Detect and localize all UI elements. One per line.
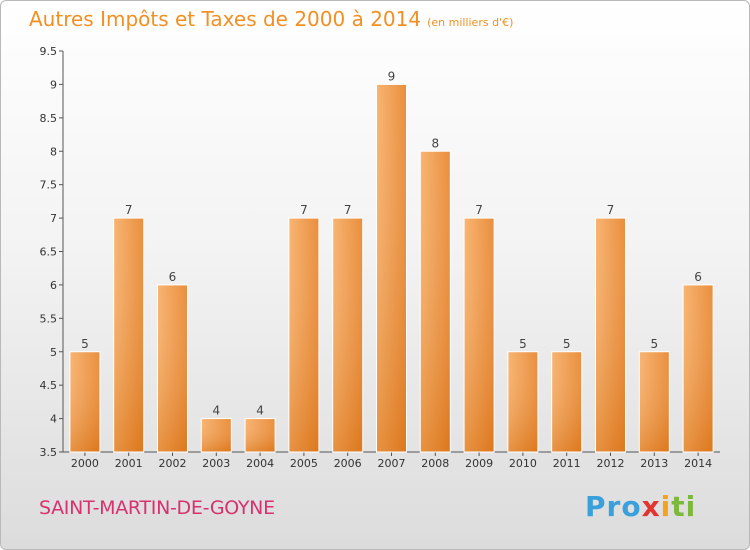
x-tick-label: 2007 <box>378 457 406 470</box>
y-tick-label: 3.5 <box>40 446 58 459</box>
bar-value-label: 5 <box>519 337 527 351</box>
bar-shade-2006 <box>333 218 363 452</box>
x-tick-label: 2003 <box>202 457 230 470</box>
bar-value-label: 7 <box>344 203 352 217</box>
bar-value-label: 4 <box>212 404 220 418</box>
x-tick-label: 2013 <box>640 457 668 470</box>
y-tick-label: 7 <box>50 212 57 225</box>
x-tick-label: 2002 <box>159 457 187 470</box>
bar-value-label: 7 <box>607 203 615 217</box>
x-tick-label: 2012 <box>597 457 625 470</box>
bar-value-label: 6 <box>694 270 702 284</box>
bar-shade-2010 <box>508 352 538 452</box>
bar-value-label: 7 <box>125 203 133 217</box>
x-tick-label: 2006 <box>334 457 362 470</box>
bar-shade-2000 <box>70 352 100 452</box>
y-tick-label: 5 <box>50 346 57 359</box>
bar-value-label: 8 <box>431 136 439 150</box>
chart-title-text: Autres Impôts et Taxes de 2000 à 2014 <box>29 7 422 31</box>
bar-value-label: 6 <box>169 270 177 284</box>
bar-shade-2013 <box>639 352 669 452</box>
bar-shade-2009 <box>464 218 494 452</box>
x-tick-label: 2011 <box>553 457 581 470</box>
y-tick-label: 9.5 <box>40 45 58 58</box>
proxiti-logo: Proxiti <box>585 490 697 523</box>
bar-shade-2005 <box>289 218 319 452</box>
bar-value-label: 5 <box>563 337 571 351</box>
y-tick-label: 4 <box>50 413 57 426</box>
y-tick-label: 6 <box>50 279 57 292</box>
bar-shade-2002 <box>158 285 187 452</box>
chart-unit-label: (en milliers d'€) <box>427 16 514 29</box>
bar-shade-2011 <box>552 352 582 452</box>
bar-shade-2004 <box>245 419 275 452</box>
y-tick-label: 5.5 <box>40 312 58 325</box>
bar-value-label: 4 <box>256 404 264 418</box>
bar-value-label: 7 <box>475 203 483 217</box>
bar-shade-2007 <box>377 84 406 452</box>
chart-title: Autres Impôts et Taxes de 2000 à 2014 (en… <box>29 7 513 31</box>
y-tick-label: 8 <box>50 145 57 158</box>
x-tick-label: 2005 <box>290 457 318 470</box>
bar-value-label: 7 <box>300 203 308 217</box>
bar-shade-2012 <box>596 218 625 452</box>
bar-shade-2001 <box>114 218 144 452</box>
x-tick-label: 2009 <box>465 457 493 470</box>
x-tick-label: 2000 <box>71 457 99 470</box>
x-tick-label: 2001 <box>115 457 143 470</box>
x-tick-label: 2004 <box>246 457 274 470</box>
bar-shade-2003 <box>201 419 231 452</box>
y-tick-label: 9 <box>50 78 57 91</box>
x-tick-label: 2008 <box>421 457 449 470</box>
bar-shade-2014 <box>683 285 713 452</box>
x-tick-label: 2010 <box>509 457 537 470</box>
y-tick-label: 6.5 <box>40 246 58 259</box>
bar-shade-2008 <box>420 151 450 452</box>
commune-name: SAINT-MARTIN-DE-GOYNE <box>39 497 275 519</box>
bar-value-label: 5 <box>650 337 658 351</box>
bar-value-label: 9 <box>388 69 396 83</box>
y-tick-label: 7.5 <box>40 179 58 192</box>
y-tick-label: 4.5 <box>40 379 58 392</box>
bar-value-label: 5 <box>81 337 89 351</box>
y-tick-label: 8.5 <box>40 112 58 125</box>
x-tick-label: 2014 <box>684 457 712 470</box>
